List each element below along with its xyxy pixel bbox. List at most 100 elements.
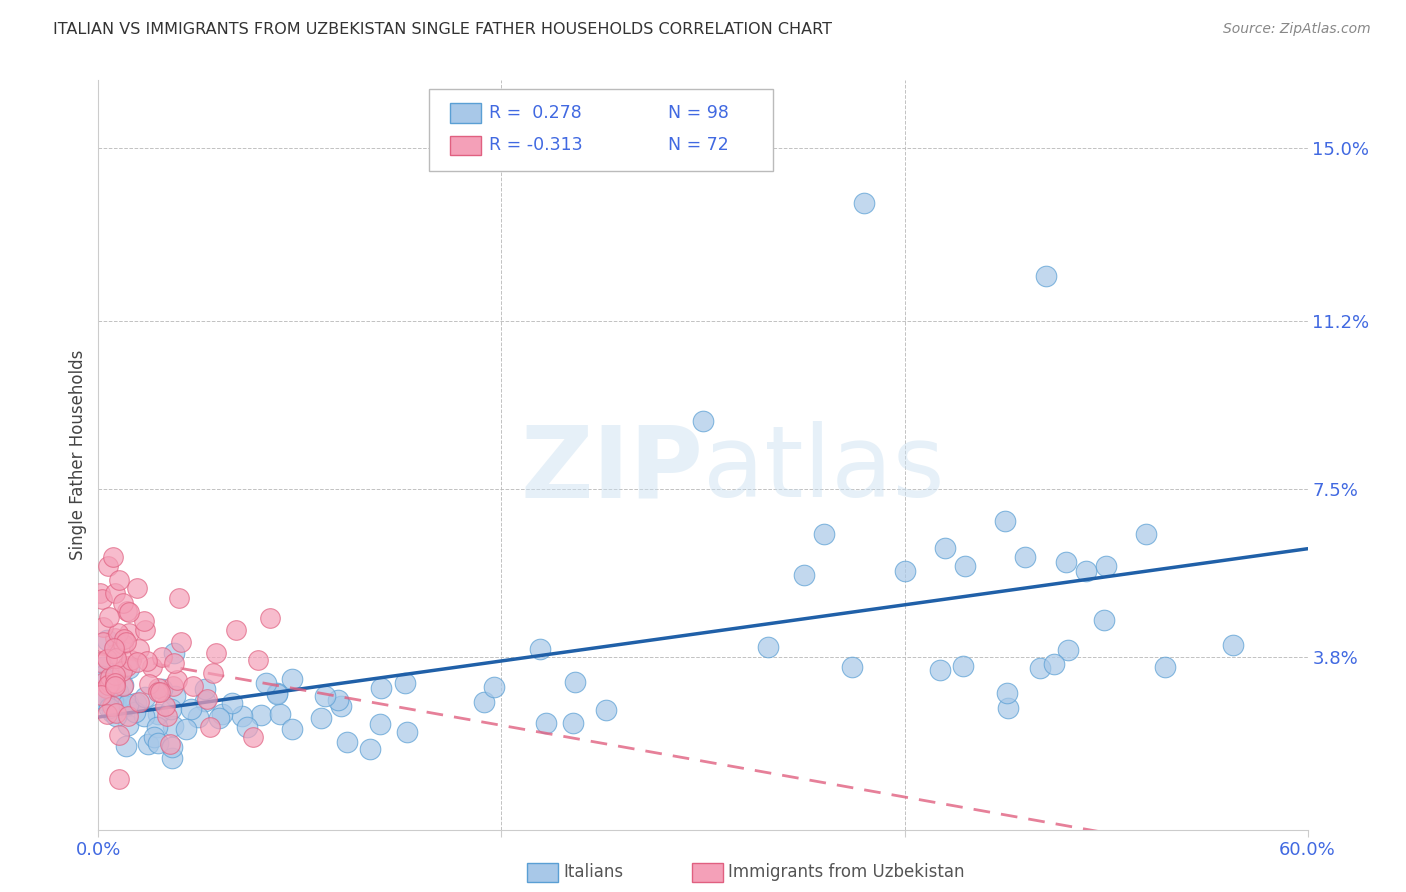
Point — [394, 676, 416, 690]
Point — [756, 640, 779, 655]
Point — [104, 673, 127, 687]
Point — [249, 708, 271, 723]
Point — [1035, 268, 1057, 283]
Point — [96, 681, 118, 695]
Point — [117, 698, 139, 712]
Point — [128, 642, 150, 657]
Point — [314, 689, 336, 703]
Point — [104, 631, 127, 645]
Point — [482, 680, 505, 694]
Point — [156, 709, 179, 723]
Point — [111, 677, 134, 691]
Point — [112, 637, 135, 651]
Point — [149, 685, 172, 699]
Point — [134, 690, 156, 704]
Point — [108, 728, 131, 742]
Point — [159, 702, 181, 716]
Point — [813, 527, 835, 541]
Point — [211, 706, 233, 721]
Point — [120, 652, 142, 666]
Point — [193, 693, 215, 707]
Point — [117, 718, 139, 732]
Point — [472, 695, 495, 709]
Point — [112, 632, 135, 646]
Point — [118, 605, 141, 619]
Point — [1054, 555, 1077, 569]
Point — [111, 679, 134, 693]
Point — [326, 693, 349, 707]
Point — [160, 751, 183, 765]
Point — [246, 653, 269, 667]
Point — [163, 689, 186, 703]
Point — [534, 716, 557, 731]
Text: N = 98: N = 98 — [668, 104, 728, 122]
Point — [1095, 559, 1118, 574]
Point — [101, 550, 124, 565]
Point — [269, 707, 291, 722]
Point — [181, 679, 204, 693]
Point — [163, 646, 186, 660]
Point — [150, 681, 173, 696]
Point — [370, 681, 392, 695]
Point — [91, 689, 114, 703]
Point — [1014, 550, 1036, 565]
Point — [162, 719, 184, 733]
Point — [97, 559, 120, 574]
Point — [1056, 643, 1078, 657]
Point — [187, 710, 209, 724]
Text: Source: ZipAtlas.com: Source: ZipAtlas.com — [1223, 22, 1371, 37]
Point — [96, 707, 118, 722]
Point — [141, 660, 163, 674]
Point — [202, 665, 225, 680]
Point — [91, 668, 114, 682]
Text: R = -0.313: R = -0.313 — [489, 136, 583, 154]
Point — [266, 687, 288, 701]
Point — [169, 635, 191, 649]
Point — [336, 735, 359, 749]
Point — [117, 660, 139, 674]
Point — [118, 626, 141, 640]
Point — [108, 772, 131, 787]
Point — [934, 541, 956, 555]
Point — [159, 737, 181, 751]
Point — [100, 692, 122, 706]
Point — [98, 676, 121, 690]
Point — [105, 706, 128, 720]
Point — [90, 688, 112, 702]
Point — [93, 675, 115, 690]
Point — [104, 679, 127, 693]
Point — [195, 692, 218, 706]
Point — [105, 708, 128, 723]
Point — [167, 591, 190, 605]
Point — [115, 739, 138, 753]
Point — [125, 581, 148, 595]
Point — [89, 655, 111, 669]
Point — [103, 640, 125, 655]
Point — [132, 709, 155, 723]
Point — [1154, 659, 1177, 673]
Point — [136, 654, 159, 668]
Point — [266, 686, 288, 700]
Point — [124, 705, 146, 719]
Point — [97, 678, 120, 692]
Point — [359, 742, 381, 756]
Text: R =  0.278: R = 0.278 — [489, 104, 582, 122]
Point — [204, 646, 226, 660]
Point — [91, 659, 114, 673]
Point — [134, 623, 156, 637]
Text: atlas: atlas — [703, 421, 945, 518]
Text: ITALIAN VS IMMIGRANTS FROM UZBEKISTAN SINGLE FATHER HOUSEHOLDS CORRELATION CHART: ITALIAN VS IMMIGRANTS FROM UZBEKISTAN SI… — [53, 22, 832, 37]
Point — [174, 722, 197, 736]
Point — [111, 595, 134, 609]
Point — [1222, 638, 1244, 652]
Point — [564, 674, 586, 689]
Point — [93, 692, 115, 706]
Point — [128, 695, 150, 709]
Point — [96, 632, 118, 647]
Point — [162, 679, 184, 693]
Point — [101, 706, 124, 720]
Text: N = 72: N = 72 — [668, 136, 728, 154]
Point — [235, 720, 257, 734]
Point — [107, 685, 129, 699]
Point — [330, 699, 353, 714]
